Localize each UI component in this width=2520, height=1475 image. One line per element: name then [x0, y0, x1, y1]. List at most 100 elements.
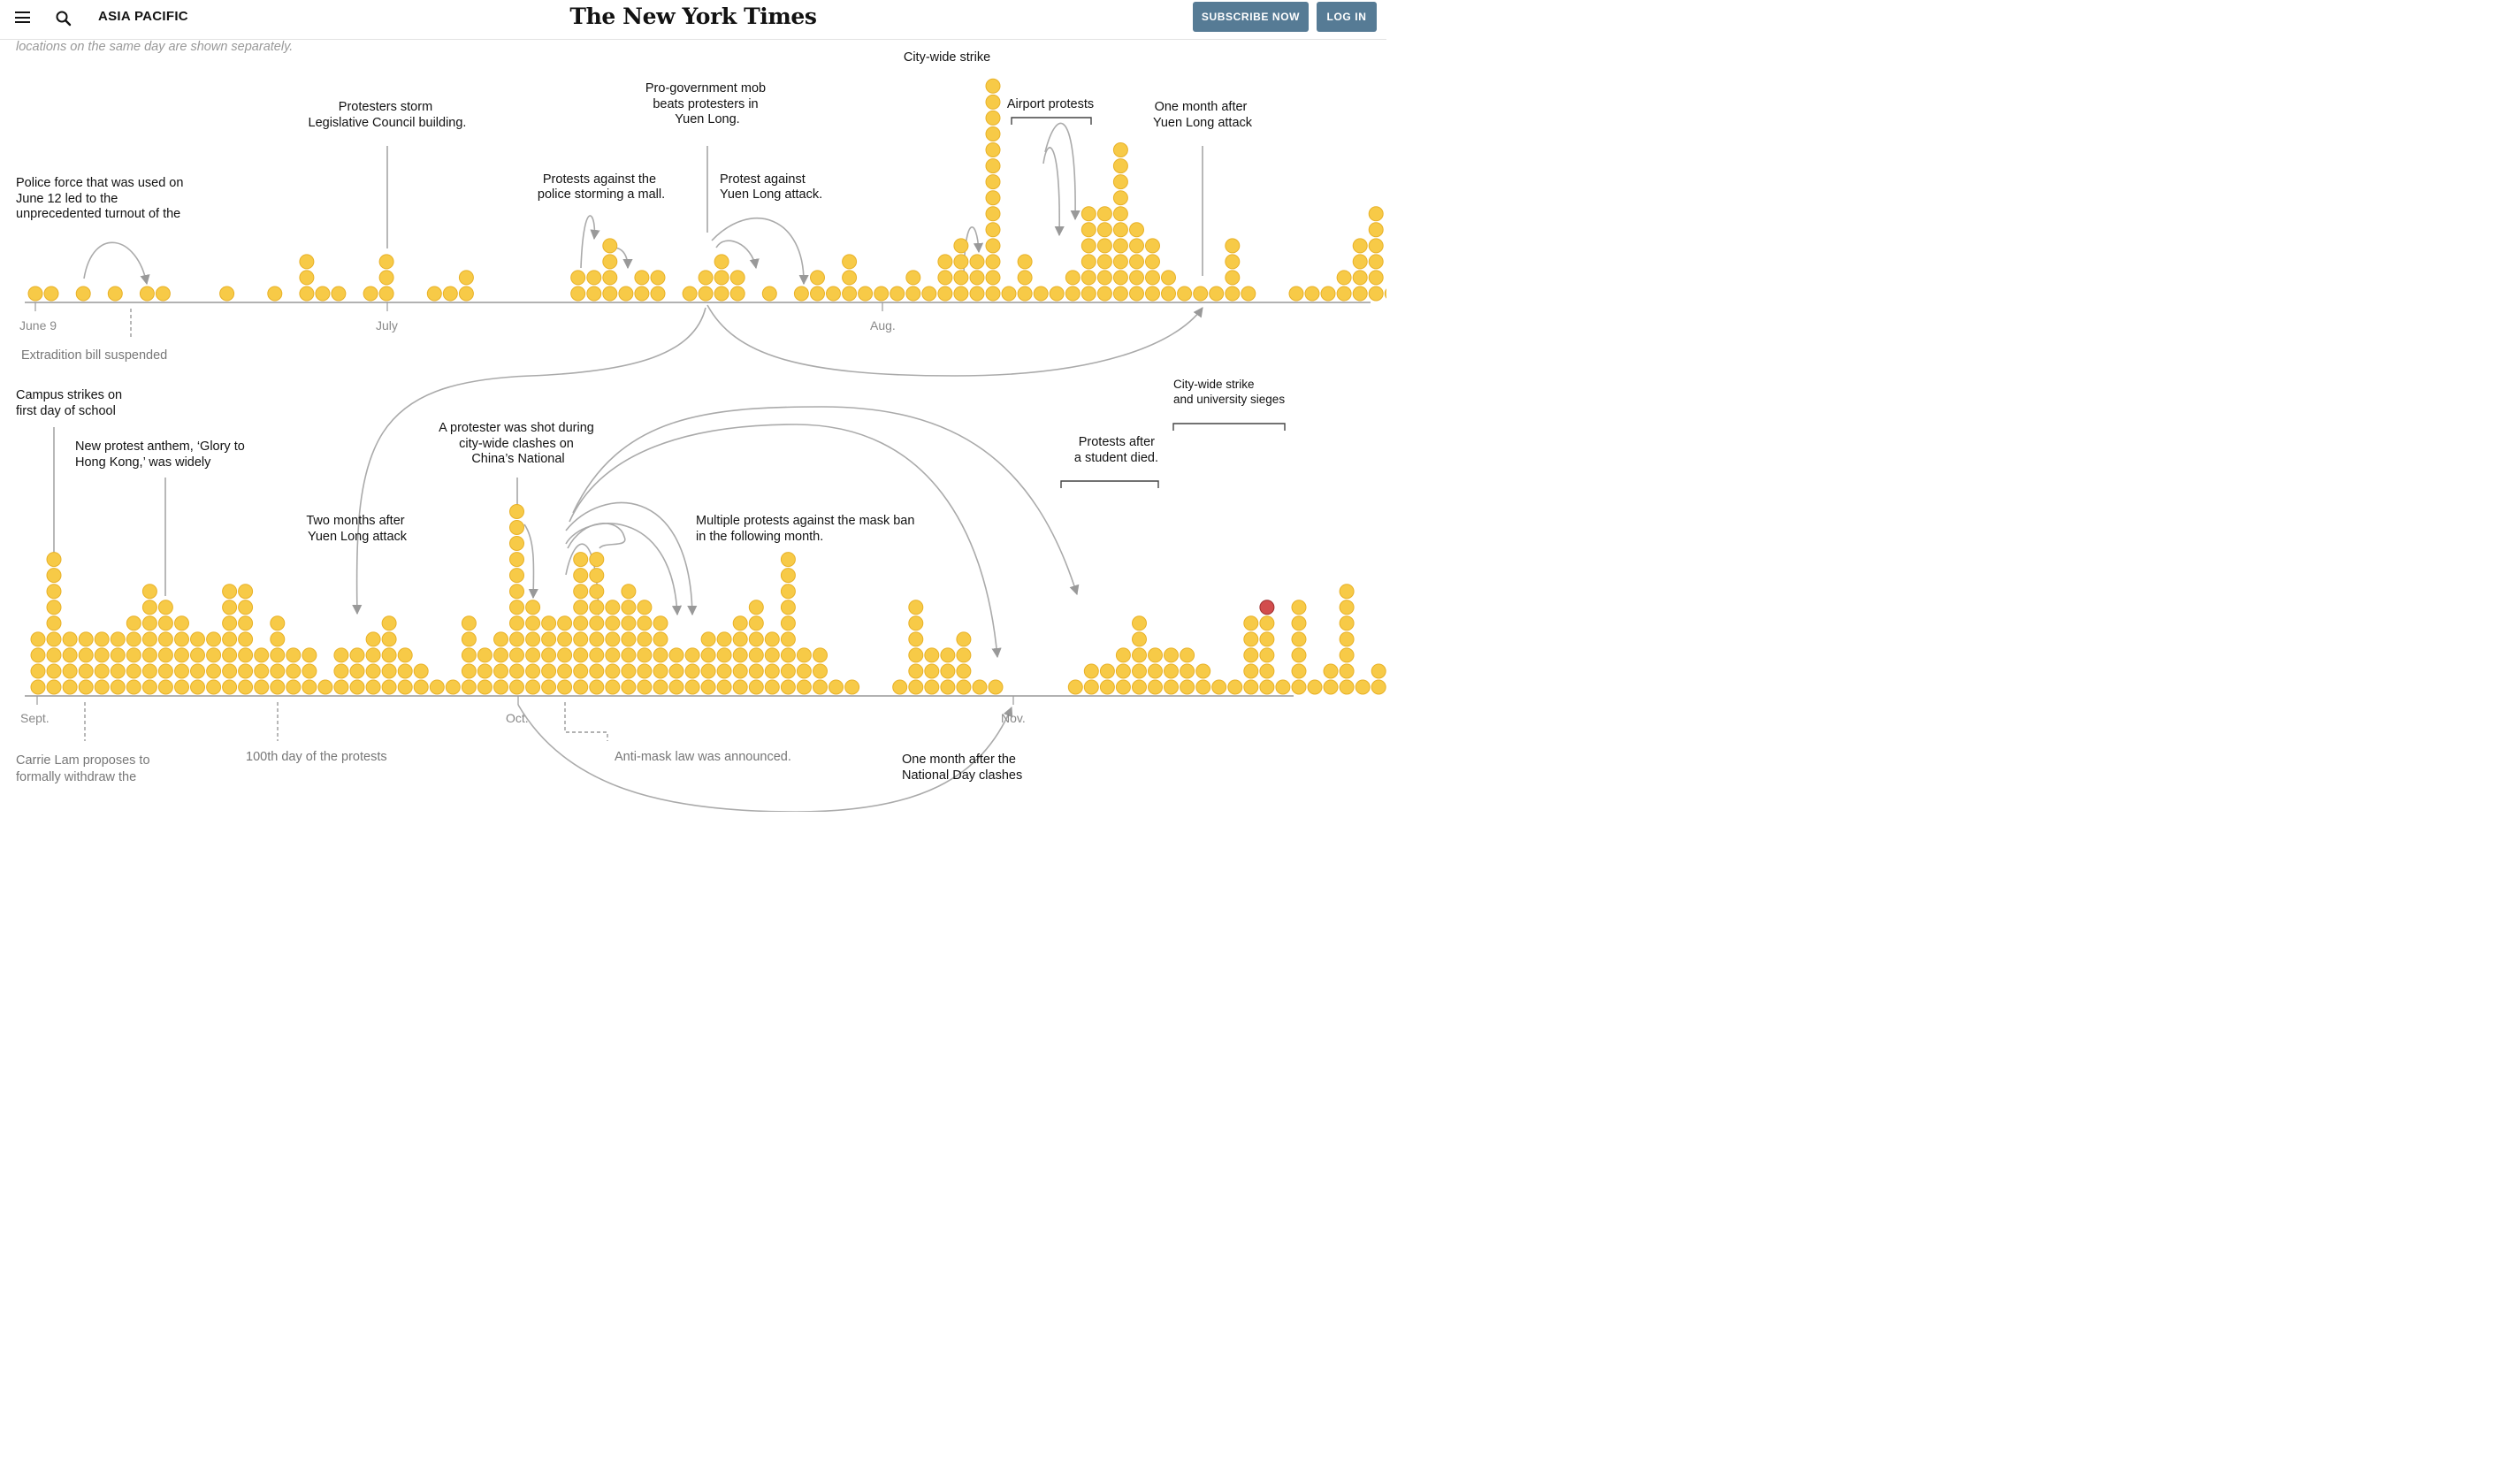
protest-dot — [1096, 206, 1112, 222]
protest-dot — [764, 631, 780, 647]
annotation-strike: City-wide strike — [904, 50, 990, 65]
protest-dot — [477, 663, 493, 679]
protest-dot — [985, 206, 1001, 222]
protest-dot — [557, 615, 573, 631]
protest-dot — [1352, 238, 1368, 254]
dots-top — [27, 78, 1386, 302]
protest-dot — [30, 663, 46, 679]
protest-dot — [634, 286, 650, 302]
protest-dot — [732, 663, 748, 679]
annotation-campus: Campus strikes on first day of school — [16, 388, 126, 418]
protest-dot — [141, 679, 157, 695]
protest-dot — [988, 679, 1004, 695]
protest-dot — [461, 647, 477, 663]
protest-dot — [1211, 679, 1227, 695]
protest-dot — [602, 286, 618, 302]
protest-dot — [956, 663, 972, 679]
protest-dot — [1145, 270, 1160, 286]
protest-dot — [461, 631, 477, 647]
protest-dot — [780, 600, 796, 615]
protest-dot — [107, 286, 123, 302]
airport-bracket — [1011, 117, 1092, 125]
protest-dot — [1096, 222, 1112, 238]
protest-dot — [908, 631, 924, 647]
protest-dot — [1081, 286, 1096, 302]
protest-dot — [206, 679, 222, 695]
protest-dot — [1259, 679, 1275, 695]
protest-dot — [605, 679, 621, 695]
protest-dot — [110, 631, 126, 647]
protest-dot — [254, 663, 270, 679]
protest-dot — [653, 679, 668, 695]
protest-dot — [509, 631, 524, 647]
protest-dot — [1112, 206, 1128, 222]
annotation-legco: Protesters storm Legislative Council bui… — [309, 100, 467, 130]
protest-dot — [621, 631, 637, 647]
protest-dot — [525, 679, 541, 695]
protest-dot — [78, 679, 94, 695]
guide-lines — [53, 146, 1203, 741]
protest-dot — [589, 552, 605, 568]
protest-dot — [477, 679, 493, 695]
protest-dot — [1161, 270, 1176, 286]
protest-dot — [748, 647, 764, 663]
connector-arrow — [1042, 147, 1065, 237]
connector-arrows — [83, 122, 1203, 812]
login-button[interactable]: LOG IN — [1317, 2, 1377, 32]
tick-label-oct: Oct. — [506, 711, 529, 725]
protest-dot — [890, 286, 905, 302]
protest-dot — [381, 647, 397, 663]
protest-dot — [238, 631, 254, 647]
protest-dot — [972, 679, 988, 695]
protest-dot — [621, 647, 637, 663]
note-extradition: Extradition bill suspended — [21, 348, 167, 363]
protest-dot — [1259, 663, 1275, 679]
subscribe-button[interactable]: SUBSCRIBE NOW — [1193, 2, 1309, 32]
protest-dot — [267, 286, 283, 302]
protest-dot — [458, 286, 474, 302]
protest-dot — [141, 631, 157, 647]
connector-arrow — [1044, 122, 1081, 221]
protest-dot — [1371, 679, 1386, 695]
protest-dot — [317, 679, 333, 695]
protest-dot — [1017, 286, 1033, 302]
protest-dot — [714, 254, 729, 270]
protest-dot — [270, 647, 286, 663]
protest-dot — [222, 600, 238, 615]
protest-dot — [1164, 663, 1179, 679]
protest-dot — [1081, 206, 1096, 222]
protest-dot — [716, 679, 732, 695]
protest-dot — [190, 679, 205, 695]
search-icon[interactable] — [55, 10, 73, 27]
protest-dot — [637, 631, 653, 647]
protest-dot — [714, 286, 729, 302]
protest-dot — [716, 647, 732, 663]
protest-dot — [78, 663, 94, 679]
protest-dot — [698, 270, 714, 286]
protest-dot — [573, 631, 589, 647]
protest-dot — [126, 679, 141, 695]
protest-dot — [813, 663, 828, 679]
protest-dot — [650, 270, 666, 286]
protest-dot — [748, 615, 764, 631]
protest-dot — [254, 647, 270, 663]
tick-label-sept: Sept. — [20, 711, 50, 725]
section-label[interactable]: ASIA PACIFIC — [98, 9, 188, 24]
protest-dot — [732, 647, 748, 663]
nyt-logo[interactable]: The New York Times — [569, 4, 817, 29]
protest-dot — [796, 647, 812, 663]
protest-dot — [780, 679, 796, 695]
protest-dot — [541, 615, 557, 631]
protest-dot — [141, 647, 157, 663]
protest-dot — [94, 679, 110, 695]
protest-dot — [381, 663, 397, 679]
protest-dot — [30, 631, 46, 647]
protest-dot — [796, 663, 812, 679]
protest-dot — [238, 600, 254, 615]
protest-dot — [1129, 254, 1144, 270]
protest-dot — [732, 615, 748, 631]
protest-dot — [905, 286, 921, 302]
protest-dot — [940, 647, 956, 663]
hamburger-menu-icon[interactable] — [15, 11, 30, 23]
protest-dot — [206, 631, 222, 647]
